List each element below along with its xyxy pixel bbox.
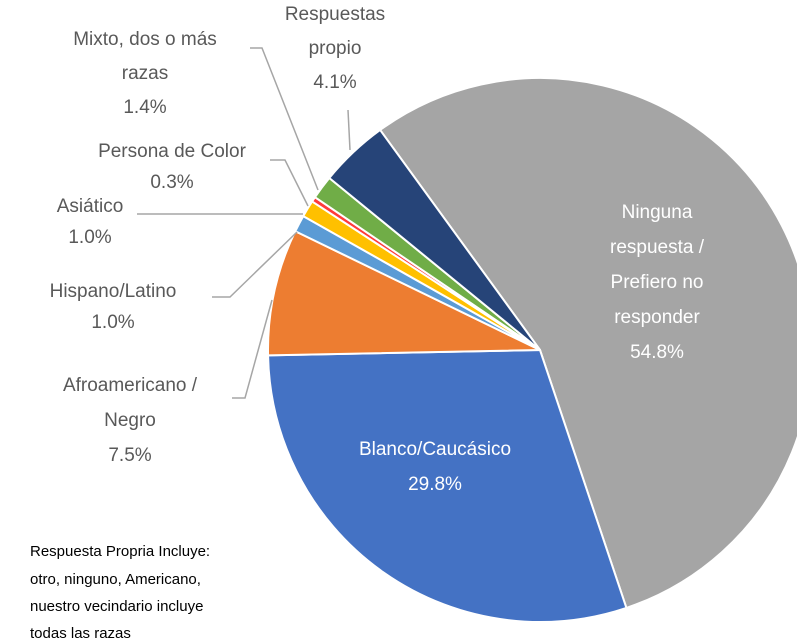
- category-label: Persona de Color: [98, 141, 247, 162]
- leader-line: [232, 299, 273, 399]
- note-line: todas las razas: [30, 625, 131, 642]
- value-label: 1.4%: [123, 97, 166, 118]
- labels: Ninguna respuesta / Prefiero no responder 54…: [50, 4, 705, 495]
- pie-slice: [327, 128, 541, 351]
- value-label: 54.8%: [630, 342, 684, 363]
- category-label: Afroamericano / Negro: [63, 375, 198, 431]
- category-label: Mixto, dos o más razas: [73, 29, 217, 84]
- value-label: 0.3%: [150, 172, 193, 193]
- note-line: nuestro vecindario incluye: [30, 598, 203, 615]
- value-label: 1.0%: [68, 227, 111, 248]
- value-label: 1.0%: [91, 312, 134, 333]
- category-label: Blanco/Caucásico: [359, 439, 511, 460]
- pie-slice: [378, 77, 797, 610]
- leader-line: [250, 47, 319, 191]
- value-label: 29.8%: [408, 474, 462, 495]
- category-label: Asiático: [57, 196, 124, 217]
- note-line: otro, ninguno, Americano,: [30, 571, 201, 588]
- leader-line: [270, 159, 309, 207]
- pie: [267, 77, 797, 623]
- value-label: 4.1%: [313, 72, 356, 93]
- category-label: Hispano/Latino: [50, 281, 177, 302]
- leader-line: [212, 231, 298, 298]
- pie-slice: [267, 348, 628, 623]
- value-label: 7.5%: [108, 445, 151, 466]
- category-label: Ninguna respuesta / Prefiero no responder: [610, 202, 705, 328]
- leader-line: [347, 109, 351, 151]
- category-label: Respuestas propio: [285, 4, 385, 59]
- note-line: Respuesta Propria Incluye:: [30, 543, 210, 560]
